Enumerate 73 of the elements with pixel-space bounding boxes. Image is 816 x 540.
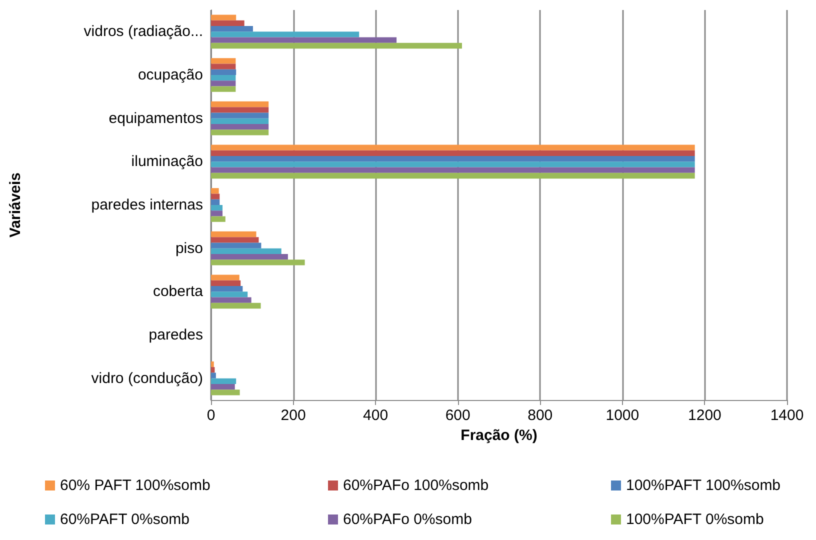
legend-label: 60%PAFT 0%somb xyxy=(60,511,190,528)
y-tick-label: coberta xyxy=(152,283,204,300)
bar xyxy=(211,75,236,81)
bar xyxy=(211,42,462,49)
bar xyxy=(211,107,269,113)
bar xyxy=(211,118,269,124)
bar xyxy=(211,32,360,38)
bar xyxy=(211,254,288,260)
bar xyxy=(211,216,226,222)
bar xyxy=(211,260,305,266)
legend-label: 100%PAFT 100%somb xyxy=(626,477,781,494)
bar xyxy=(211,372,216,378)
x-tick-label: 400 xyxy=(363,407,388,424)
bar xyxy=(211,37,397,43)
bar xyxy=(211,150,695,156)
bar xyxy=(211,130,269,136)
bar xyxy=(211,101,269,108)
legend-label: 100%PAFT 0%somb xyxy=(626,511,764,528)
bar xyxy=(211,231,256,238)
x-tick-label: 200 xyxy=(280,407,306,424)
legend-label: 60%PAFo 0%somb xyxy=(343,511,472,528)
bar xyxy=(211,188,219,194)
bar xyxy=(211,167,695,173)
bar xyxy=(211,378,236,384)
bar xyxy=(211,274,240,280)
x-tick-label: 1200 xyxy=(688,407,722,424)
legend-label: 60%PAFo 100%somb xyxy=(343,477,489,494)
x-tick-label: 1000 xyxy=(606,407,640,424)
bar xyxy=(211,237,259,243)
bar xyxy=(211,248,282,254)
bar xyxy=(211,297,252,303)
bar xyxy=(211,242,262,248)
bar xyxy=(211,64,236,70)
bar xyxy=(211,286,243,292)
bar xyxy=(211,361,214,368)
bar xyxy=(211,112,269,118)
bar xyxy=(211,205,223,211)
bar xyxy=(211,162,695,168)
bar xyxy=(211,58,236,64)
y-tick-label: iluminação xyxy=(131,153,203,170)
bar xyxy=(211,280,241,286)
bar xyxy=(211,124,269,130)
y-tick-label: equipamentos xyxy=(108,110,203,127)
y-tick-label: vidro (condução) xyxy=(91,370,203,387)
bar xyxy=(211,172,695,179)
y-tick-label: vidros (radiação... xyxy=(84,23,203,40)
bar xyxy=(211,292,248,298)
bar xyxy=(211,194,220,200)
y-tick-label: paredes xyxy=(148,326,203,344)
bar xyxy=(211,69,236,75)
bar xyxy=(211,156,695,162)
bar xyxy=(211,384,235,390)
bar xyxy=(211,80,236,86)
bar xyxy=(211,390,240,396)
bar xyxy=(211,144,695,150)
bar xyxy=(211,26,253,32)
y-tick-label: paredes internas xyxy=(91,196,203,214)
bar xyxy=(211,367,215,373)
y-axis-title: Variáveis xyxy=(7,172,24,238)
bar xyxy=(211,86,236,92)
bar xyxy=(211,20,244,26)
x-tick-label: 600 xyxy=(445,407,470,424)
x-tick-label: 0 xyxy=(206,407,216,424)
bar xyxy=(211,199,220,205)
y-tick-label: ocupação xyxy=(138,66,203,84)
x-axis-title: Fração (%) xyxy=(460,427,538,444)
legend-label: 60% PAFT 100%somb xyxy=(60,477,210,494)
bar xyxy=(211,302,261,309)
x-tick-label: 1400 xyxy=(770,407,804,424)
x-tick-label: 800 xyxy=(528,407,553,424)
y-tick-label: piso xyxy=(175,240,203,257)
bar xyxy=(211,210,223,216)
bar xyxy=(211,14,236,20)
